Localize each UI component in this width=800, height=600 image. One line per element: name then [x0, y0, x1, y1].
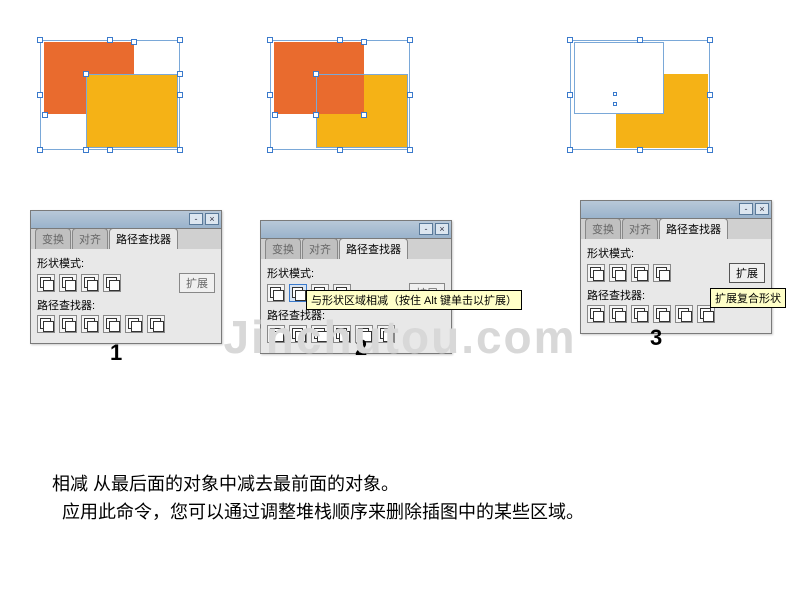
figure-row [0, 40, 800, 170]
subtract-icon[interactable] [609, 264, 627, 282]
minus-back-icon[interactable] [377, 325, 395, 343]
divide-icon[interactable] [267, 325, 285, 343]
tab-pathfinder[interactable]: 路径查找器 [659, 218, 728, 239]
yellow-shape [616, 74, 708, 148]
trim-icon[interactable] [289, 325, 307, 343]
panel-body: 形状模式: 扩展 路径查找器: [31, 249, 221, 343]
figure-2 [270, 40, 420, 160]
shape-modes-label: 形状模式: [267, 265, 445, 281]
tab-align[interactable]: 对齐 [72, 228, 108, 249]
minimize-icon[interactable]: - [189, 213, 203, 225]
shape-modes-label: 形状模式: [37, 255, 215, 271]
unite-icon[interactable] [587, 264, 605, 282]
description-line-1: 相减 从最后面的对象中减去最前面的对象。 [52, 470, 399, 499]
figure-label-2: 2 [355, 335, 367, 361]
minimize-icon[interactable]: - [419, 223, 433, 235]
subtract-tooltip: 与形状区域相减（按住 Alt 键单击以扩展） [306, 290, 522, 310]
expand-button[interactable]: 扩展 [729, 263, 765, 283]
minimize-icon[interactable]: - [739, 203, 753, 215]
intersect-icon[interactable] [631, 264, 649, 282]
tab-transform[interactable]: 变换 [35, 228, 71, 249]
shape-modes-row: 扩展 [37, 273, 215, 293]
tab-pathfinder[interactable]: 路径查找器 [109, 228, 178, 249]
merge-icon[interactable] [311, 325, 329, 343]
divide-icon[interactable] [37, 315, 55, 333]
unite-icon[interactable] [37, 274, 55, 292]
merge-icon[interactable] [631, 305, 649, 323]
tab-align[interactable]: 对齐 [622, 218, 658, 239]
close-icon[interactable]: × [755, 203, 769, 215]
figure-3 [570, 40, 720, 160]
pathfinder-label: 路径查找器: [37, 297, 215, 313]
intersect-icon[interactable] [81, 274, 99, 292]
tab-pathfinder[interactable]: 路径查找器 [339, 238, 408, 259]
close-icon[interactable]: × [205, 213, 219, 225]
crop-icon[interactable] [653, 305, 671, 323]
panel-titlebar[interactable]: - × [31, 211, 221, 229]
panel-titlebar[interactable]: - × [581, 201, 771, 219]
outline-icon[interactable] [675, 305, 693, 323]
panel-body: 形状模式: 扩展 路径查找器: [581, 239, 771, 333]
shape-modes-row: 扩展 [587, 263, 765, 283]
description-line-2: 应用此命令，您可以通过调整堆栈顺序来删除插图中的某些区域。 [52, 498, 584, 527]
figure-label-3: 3 [650, 325, 662, 351]
tab-transform[interactable]: 变换 [265, 238, 301, 259]
tab-transform[interactable]: 变换 [585, 218, 621, 239]
close-icon[interactable]: × [435, 223, 449, 235]
shape-modes-label: 形状模式: [587, 245, 765, 261]
pathfinder-panel-3: - × 变换 对齐 路径查找器 形状模式: 扩展 路径查找器: [580, 200, 772, 334]
minus-back-icon[interactable] [147, 315, 165, 333]
tab-align[interactable]: 对齐 [302, 238, 338, 259]
exclude-icon[interactable] [103, 274, 121, 292]
figure-label-1: 1 [110, 340, 122, 366]
panel-titlebar[interactable]: - × [261, 221, 451, 239]
unite-icon[interactable] [267, 284, 285, 302]
expand-tooltip: 扩展复合形状 [710, 288, 786, 308]
panel-tabs: 变换 对齐 路径查找器 [31, 229, 221, 249]
yellow-square [86, 74, 178, 148]
merge-icon[interactable] [81, 315, 99, 333]
yellow-shape [316, 74, 408, 148]
subtract-icon[interactable] [289, 284, 307, 302]
pathfinder-panel-1: - × 变换 对齐 路径查找器 形状模式: 扩展 路径查找器: [30, 210, 222, 344]
outline-icon[interactable] [125, 315, 143, 333]
subtract-icon[interactable] [59, 274, 77, 292]
expand-button[interactable]: 扩展 [179, 273, 215, 293]
crop-icon[interactable] [103, 315, 121, 333]
panel-tabs: 变换 对齐 路径查找器 [261, 239, 451, 259]
panel-tabs: 变换 对齐 路径查找器 [581, 219, 771, 239]
crop-icon[interactable] [333, 325, 351, 343]
exclude-icon[interactable] [653, 264, 671, 282]
trim-icon[interactable] [609, 305, 627, 323]
pathfinder-row [37, 315, 215, 333]
pathfinder-panel-2: - × 变换 对齐 路径查找器 形状模式: 扩展 路径查找器: [260, 220, 452, 354]
trim-icon[interactable] [59, 315, 77, 333]
figure-1 [40, 40, 190, 160]
divide-icon[interactable] [587, 305, 605, 323]
